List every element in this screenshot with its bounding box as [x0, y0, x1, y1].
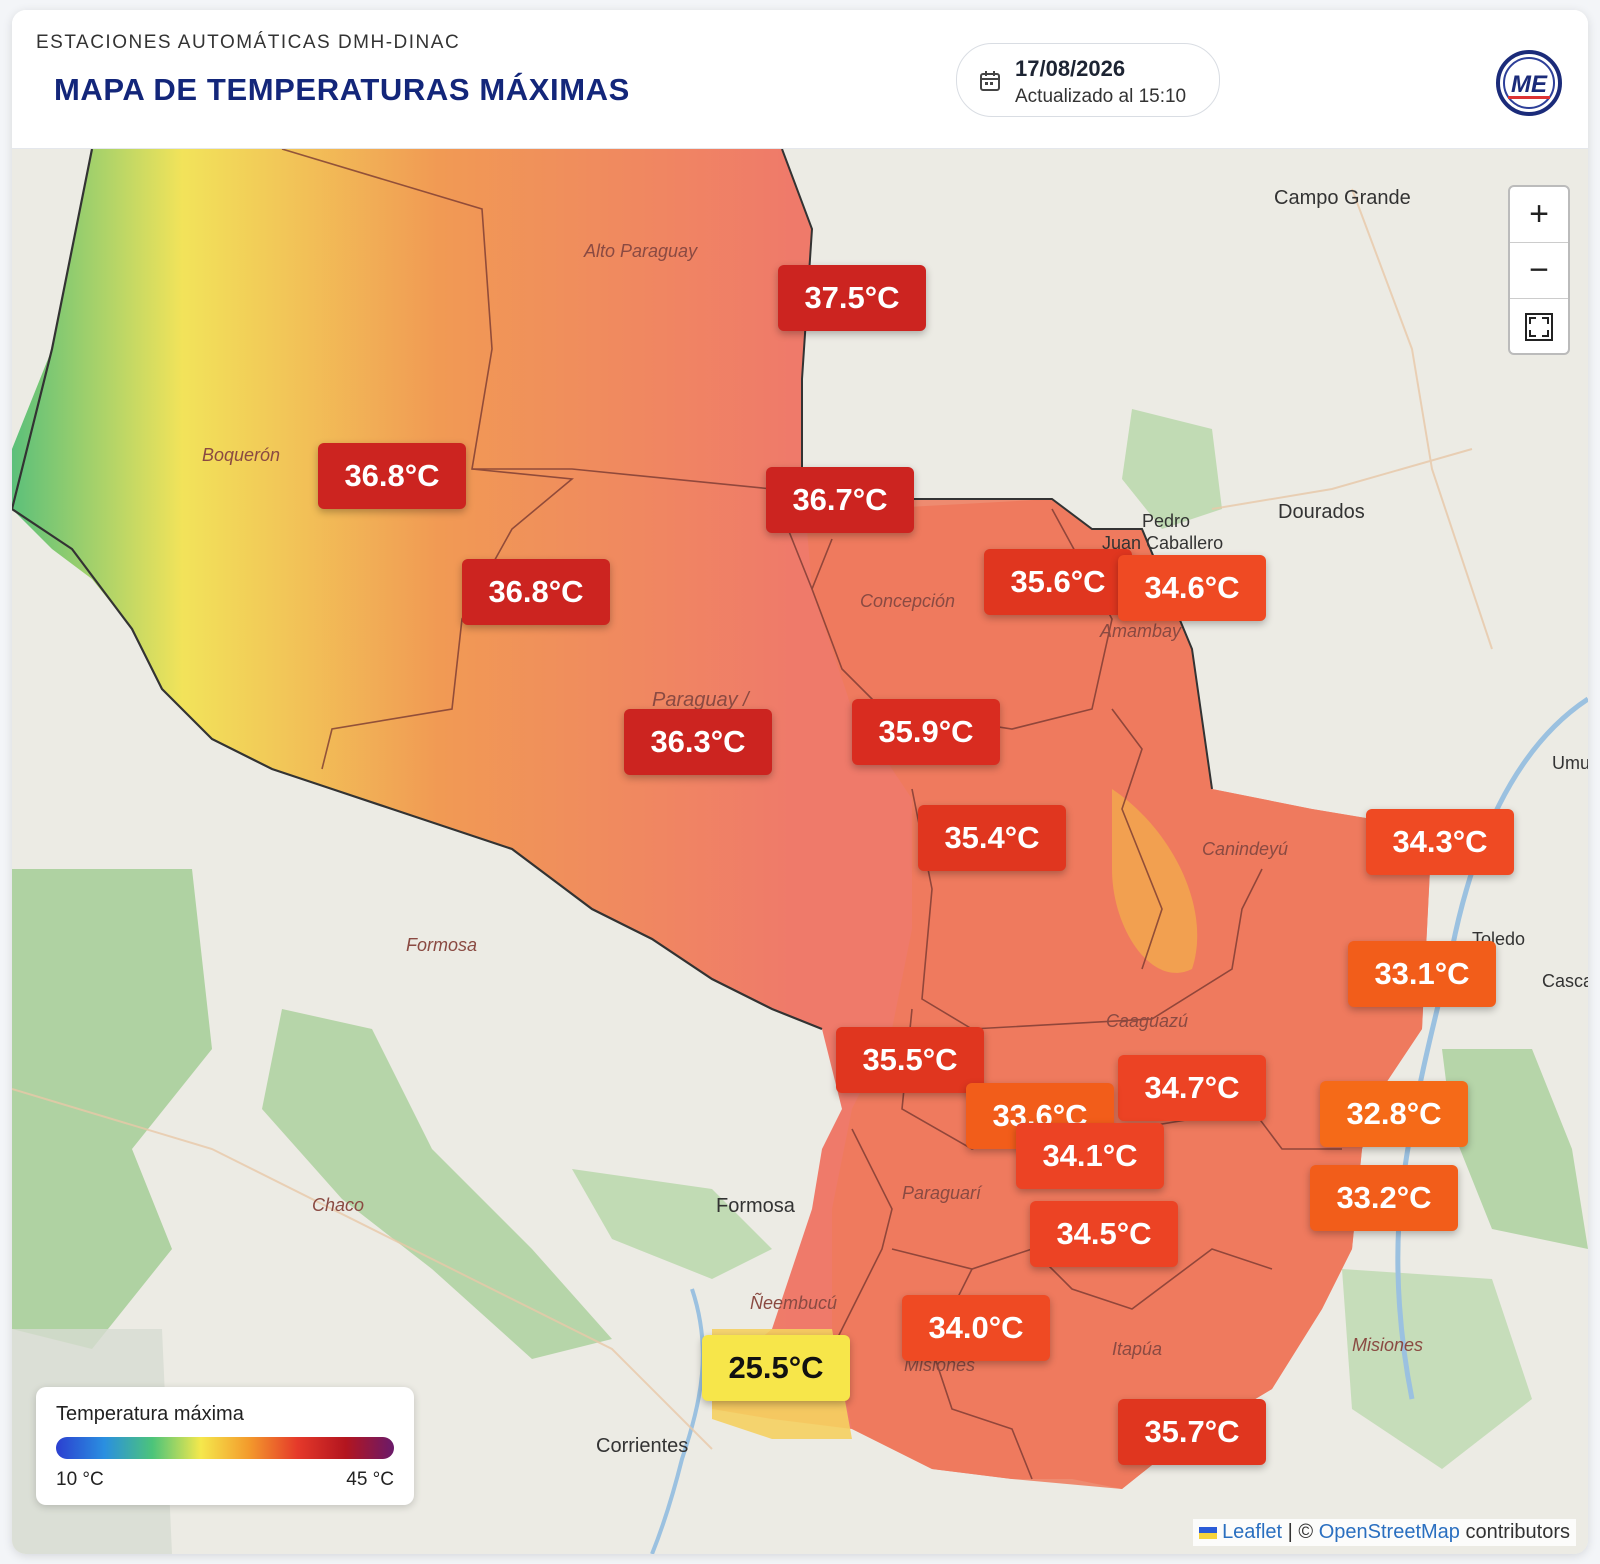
place-label-casca: Casca [1542, 971, 1588, 991]
legend: Temperatura máxima 10 °C 45 °C [36, 1387, 414, 1505]
calendar-icon [980, 71, 1000, 91]
station-marker[interactable]: 35.5°C [836, 1027, 984, 1093]
dept-label-caaguazu: Caaguazú [1106, 1011, 1189, 1031]
dept-label-neembucu: Ñeembucú [750, 1293, 838, 1313]
attribution-separator: | © [1282, 1521, 1319, 1543]
station-marker[interactable]: 35.7°C [1118, 1399, 1266, 1465]
legend-min: 10 °C [56, 1469, 104, 1490]
zoom-out-button[interactable]: − [1510, 243, 1568, 299]
legend-title: Temperatura máxima [56, 1403, 244, 1425]
station-marker[interactable]: 37.5°C [778, 265, 926, 331]
station-marker[interactable]: 34.5°C [1030, 1201, 1178, 1267]
dept-label-boqueron: Boquerón [202, 445, 281, 465]
dept-label-canindeyu: Canindeyú [1202, 839, 1289, 859]
station-marker[interactable]: 34.6°C [1118, 555, 1266, 621]
legend-max: 45 °C [346, 1469, 394, 1490]
dept-label-amambay: Amambay [1100, 621, 1182, 641]
attribution-contributors: contributors [1459, 1521, 1570, 1543]
zoom-in-button[interactable]: + [1510, 187, 1568, 243]
osm-link[interactable]: OpenStreetMap [1318, 1521, 1460, 1543]
header: ESTACIONES AUTOMÁTICAS DMH-DINAC MAPA DE… [12, 10, 1588, 149]
station-marker[interactable]: 34.3°C [1366, 809, 1514, 875]
region-label-formosa: Formosa [406, 935, 478, 955]
temperature-map[interactable]: Campo Grande Dourados Pedro Juan Caballe… [12, 149, 1588, 1554]
dept-label-concepcion: Concepción [860, 591, 956, 611]
map-card: ESTACIONES AUTOMÁTICAS DMH-DINAC MAPA DE… [12, 10, 1588, 1554]
date-badge: 17/08/2026 Actualizado al 15:10 [956, 43, 1220, 117]
station-marker[interactable]: 32.8°C [1320, 1081, 1468, 1147]
station-marker[interactable]: 36.7°C [766, 467, 914, 533]
region-label-misiones-ar: Misiones [1352, 1335, 1424, 1355]
header-kicker: ESTACIONES AUTOMÁTICAS DMH-DINAC [36, 32, 461, 53]
station-marker[interactable]: 25.5°C [702, 1335, 850, 1401]
place-label-juan-caballero: Juan Caballero [1102, 533, 1224, 553]
place-label-dourados: Dourados [1278, 501, 1365, 523]
station-marker[interactable]: 33.1°C [1348, 941, 1496, 1007]
station-marker[interactable]: 34.7°C [1118, 1055, 1266, 1121]
flag-icon [1198, 1526, 1217, 1539]
place-label-pedro: Pedro [1142, 511, 1191, 531]
place-label-campo-grande: Campo Grande [1274, 187, 1411, 209]
station-marker[interactable]: 34.1°C [1016, 1123, 1164, 1189]
dept-label-paraguari: Paraguarí [902, 1183, 982, 1203]
station-marker[interactable]: 36.8°C [318, 443, 466, 509]
date-value: 17/08/2026 [1015, 56, 1126, 81]
fullscreen-icon [1525, 312, 1553, 341]
updated-time: Actualizado al 15:10 [1015, 86, 1187, 107]
station-marker[interactable]: 33.2°C [1310, 1165, 1458, 1231]
dept-label-paraguay: Paraguay / [652, 689, 749, 711]
dept-label-itapua: Itapúa [1112, 1339, 1163, 1359]
station-marker[interactable]: 35.6°C [984, 549, 1132, 615]
place-label-corrientes: Corrientes [596, 1435, 689, 1457]
zoom-control: + − [1508, 185, 1570, 355]
station-marker[interactable]: 35.4°C [918, 805, 1066, 871]
legend-color-scale [56, 1437, 394, 1459]
map-attribution: Leaflet | © OpenStreetMap contributors [1192, 1519, 1576, 1546]
leaflet-link[interactable]: Leaflet [1222, 1521, 1283, 1543]
fullscreen-button[interactable] [1510, 299, 1568, 354]
station-marker[interactable]: 35.9°C [852, 699, 1000, 765]
page-title: MAPA DE TEMPERATURAS MÁXIMAS [54, 72, 630, 107]
place-label-formosa-city: Formosa [716, 1195, 795, 1217]
logo-text: ME [1511, 71, 1548, 98]
place-label-umu: Umu [1552, 753, 1588, 773]
logo-icon: ME [1496, 50, 1562, 116]
station-marker[interactable]: 34.0°C [902, 1295, 1050, 1361]
station-marker[interactable]: 36.3°C [624, 709, 772, 775]
region-label-chaco: Chaco [312, 1195, 365, 1215]
dept-label-alto-paraguay: Alto Paraguay [584, 241, 698, 261]
station-marker[interactable]: 36.8°C [462, 559, 610, 625]
